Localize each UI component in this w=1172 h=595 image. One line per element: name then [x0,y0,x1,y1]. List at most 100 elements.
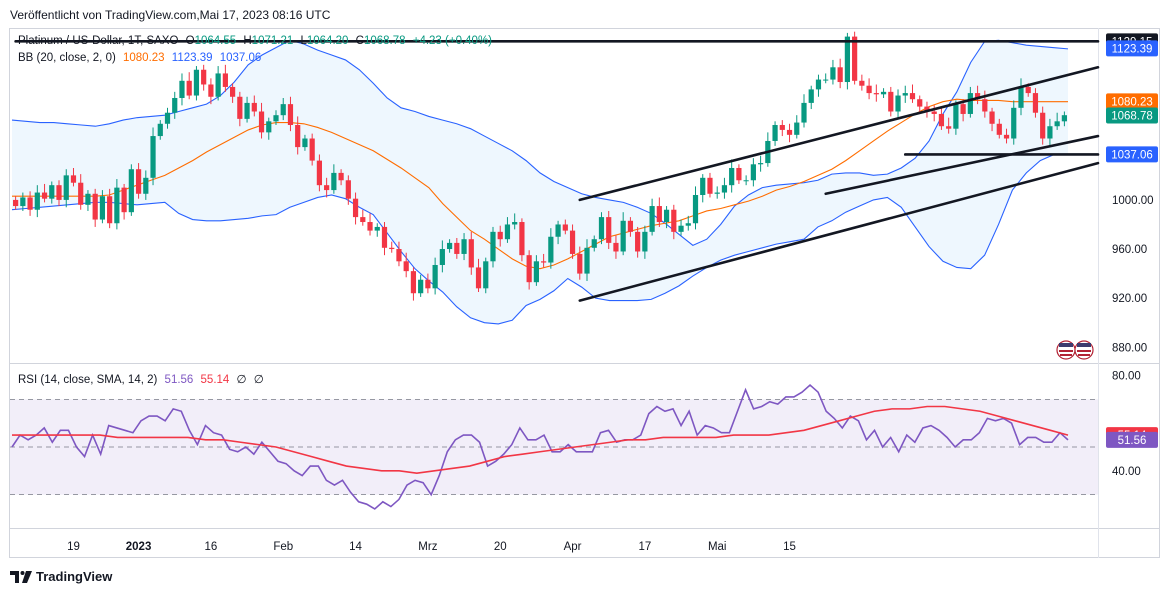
symbol-legend[interactable]: Platinum / US-Dollar, 1T, SAXO O1064.55 … [18,35,500,47]
trendline-channel-mid [824,134,1100,196]
candle-body [678,225,684,232]
candle-body [41,192,48,199]
candle-body [837,67,843,83]
candle-body [193,69,200,96]
candle-body [1032,93,1039,113]
candle-body [946,126,952,129]
candle-body [707,177,713,194]
price-label-last: 1068.78 [1111,110,1153,122]
price-label-bb_up: 1123.39 [1112,43,1153,55]
rsi-value: 51.56 [164,374,194,386]
candle-body [960,104,966,114]
candle-body [786,129,793,135]
candle-body [685,223,691,226]
candle-body [794,122,800,135]
candle-body [1054,121,1060,127]
candle-body [938,113,945,127]
candle-body [114,187,120,224]
bb-lower-value: 1037.06 [219,52,262,64]
candle-body [157,123,163,137]
candle-body [27,197,33,210]
rsi-label-box [1106,431,1158,448]
time-tick-label: 20 [494,541,507,553]
candle-body [873,93,879,95]
candle-body [483,261,489,289]
tradingview-logo-icon [10,570,32,583]
candle-body [548,236,554,263]
candle-body [823,79,829,81]
time-tick-label: Mrz [418,541,437,553]
tradingview-footer[interactable]: TradingView [10,569,112,584]
symbol-title[interactable]: Platinum / US-Dollar, 1T, SAXO [18,35,179,47]
candle-body [577,253,583,274]
candle-body [801,102,807,123]
candle-body [13,199,19,207]
candle-body [555,224,561,237]
rsi-title[interactable]: RSI (14, close, SMA, 14, 2) [18,374,158,386]
candle-body [446,242,453,250]
rsi-null-1: ∅ [236,374,247,386]
candle-body [526,255,532,283]
candle-body [1003,134,1010,139]
price-tick-label: 880.00 [1112,342,1147,354]
rsi-tick-label: 40.00 [1112,466,1141,478]
candle-body [700,177,706,195]
price-tick-label: 1000.00 [1112,195,1154,207]
rsi-legend[interactable]: RSI (14, close, SMA, 14, 2) 51.56 55.14 … [18,372,268,386]
candle-body [1061,115,1067,122]
candle-body [729,167,735,186]
legend-c-label: C [355,35,364,47]
candle-body [649,206,655,232]
candle-body [1011,107,1017,139]
bb-legend[interactable]: BB (20, close, 2, 0) 1080.23 1123.39 103… [18,52,265,64]
candle-body [757,163,764,165]
candle-body [403,261,409,272]
time-tick-label: 17 [638,541,651,553]
candle-body [229,86,236,97]
candle-body [692,195,699,224]
candle-body [425,279,431,289]
published-header: Veröffentlicht von TradingView.com,Mai 1… [10,8,331,22]
candle-body [497,231,503,240]
candle-body [772,125,778,141]
bb-lower-line [11,153,1068,325]
price-tick-label: 920.00 [1112,293,1147,305]
candle-body [150,136,156,178]
candle-body [244,102,250,119]
candle-body [367,222,373,231]
candle-body [273,115,279,122]
candle-body [251,102,257,112]
candle-body [280,104,286,116]
chart-frame [9,28,1160,558]
time-tick-label: 19 [67,541,80,553]
candle-body [389,247,395,250]
time-tick-label: 16 [205,541,218,553]
candle-body [309,138,315,161]
candle-body [432,264,438,289]
bb-title[interactable]: BB (20, close, 2, 0) [18,52,116,64]
candle-body [598,217,605,240]
candle-body [222,73,228,87]
candle-body [967,93,973,114]
time-tick-label: 2023 [126,541,152,553]
price-label-box-bb_mid [1106,93,1158,110]
us-flag-canton-icon [1077,343,1091,347]
price-label-bb_mid: 1080.23 [1111,96,1153,108]
candle-body [671,209,677,232]
candle-body [208,84,214,97]
legend-h-label: H [243,35,252,47]
candle-body [1040,112,1046,139]
candle-body [324,185,330,191]
candle-body [533,261,539,283]
candle-body [584,247,590,274]
candle-body [143,177,149,194]
candle-body [179,80,185,98]
candle-body [34,192,40,210]
bb-upper-value: 1123.39 [171,52,213,64]
candle-body [750,164,756,181]
candle-body [866,85,872,94]
candle-body [468,239,474,268]
candle-body [815,79,822,90]
candle-body [20,197,26,207]
